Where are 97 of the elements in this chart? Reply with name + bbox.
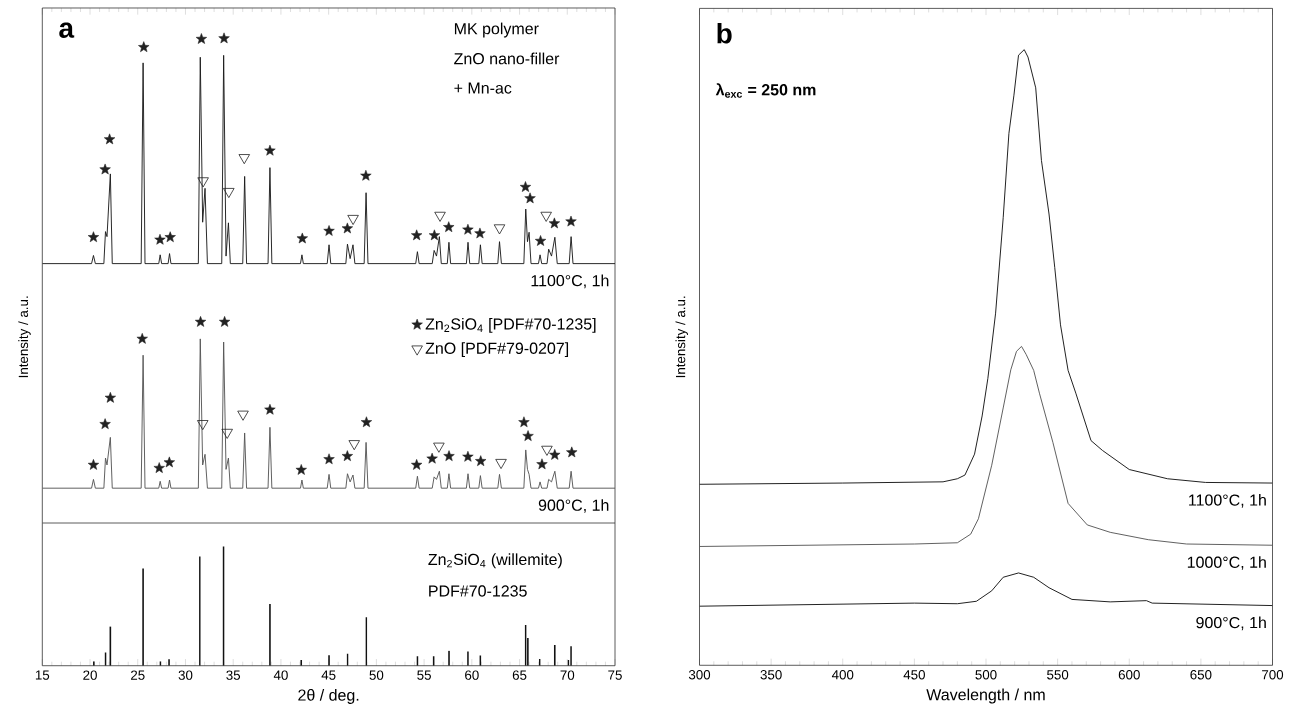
x-tick-label: 400 [831,670,854,680]
point [136,333,148,344]
x-tick-label: 650 [1190,670,1212,680]
point [524,192,536,204]
point [475,455,487,467]
point [164,231,176,243]
x-tick-label: 55 [417,670,431,680]
x-tick-label: 25 [131,670,145,680]
point [493,224,506,235]
point [495,459,507,469]
y-axis-title: Intensity / a.u. [675,296,688,378]
point [138,41,150,52]
point [323,453,335,465]
point [428,229,441,241]
point [518,416,530,428]
series-label: 1000°C, 1h [1187,556,1266,570]
point [154,233,166,245]
point [462,223,474,235]
y-axis-title: Intensity / a.u. [18,296,31,378]
point [347,214,359,225]
x-axis-title: 2θ / deg. [298,689,359,704]
point [540,211,552,222]
x-tick-label: 600 [1118,670,1140,680]
annotation: PDF#70-1235 [429,585,527,597]
point [443,221,455,233]
legend-label: Zn$_{2}$SiO$_{4}$ [PDF#70-1235] [425,317,596,333]
point [104,391,116,403]
point [218,32,230,44]
point [197,177,209,188]
point [195,33,208,44]
x-tick-label: 65 [512,670,527,680]
x-tick-label: 50 [369,670,384,680]
x-tick-label: 75 [608,670,622,680]
point [87,459,100,470]
annotation: Zn$_{2}$SiO$_{4}$ (willemite) [428,553,562,569]
x-tick-label: 70 [560,670,575,680]
x-tick-label: 60 [465,670,479,680]
x-tick-label: 35 [226,670,241,680]
point [341,450,353,461]
point [163,456,175,468]
point [536,458,548,470]
point [360,169,372,181]
text: a [59,22,75,38]
point [264,144,276,156]
x-tick-label: 30 [178,670,193,680]
point [434,211,446,222]
point [194,316,207,327]
point [426,452,438,464]
annotation: ZnO nano-filler [454,52,560,65]
point [566,446,578,458]
point [341,222,353,234]
x-tick-label: 15 [35,670,50,680]
point [462,450,474,462]
point [522,430,534,441]
point [87,231,100,243]
x-tick-label: 550 [1047,670,1069,680]
point [153,462,165,473]
point [99,418,111,429]
text: b [717,22,732,44]
point [264,403,276,415]
point [519,181,532,192]
point [295,464,307,475]
annotation: + Mn-ac [454,82,512,94]
x-tick-label: 300 [688,670,711,680]
point [219,316,231,327]
point [237,410,249,421]
series-label: 1100°C, 1h [531,274,609,289]
series-label: 900°C, 1h [538,499,609,513]
x-tick-label: 45 [321,670,336,680]
text: MK polymer [454,22,539,38]
x-axis-title: Wavelength / nm [926,688,1045,704]
point [474,227,486,239]
series-label: 900°C, 1h [1196,616,1266,631]
point [411,229,423,241]
x-tick-label: 500 [975,670,997,680]
point [411,459,423,470]
x-tick-label: 350 [760,670,782,680]
legend-label: ZnO [PDF#79-0207] [425,342,569,358]
point [541,445,553,456]
point [296,232,308,244]
point [99,163,111,175]
point [548,217,560,229]
point [360,416,373,428]
x-tick-label: 700 [1262,670,1284,680]
point [443,450,455,461]
series-label: 1100°C, 1h [1189,494,1266,508]
point [534,235,547,246]
point [549,449,561,460]
point [103,133,116,145]
x-tick-label: 450 [903,670,925,680]
point [433,442,445,453]
point [323,225,335,236]
x-tick-label: 20 [83,670,97,680]
point [565,215,577,227]
annotation: λ$_{exc}$ = 250 nm [715,83,816,98]
point [221,428,233,439]
x-tick-label: 40 [273,670,288,680]
